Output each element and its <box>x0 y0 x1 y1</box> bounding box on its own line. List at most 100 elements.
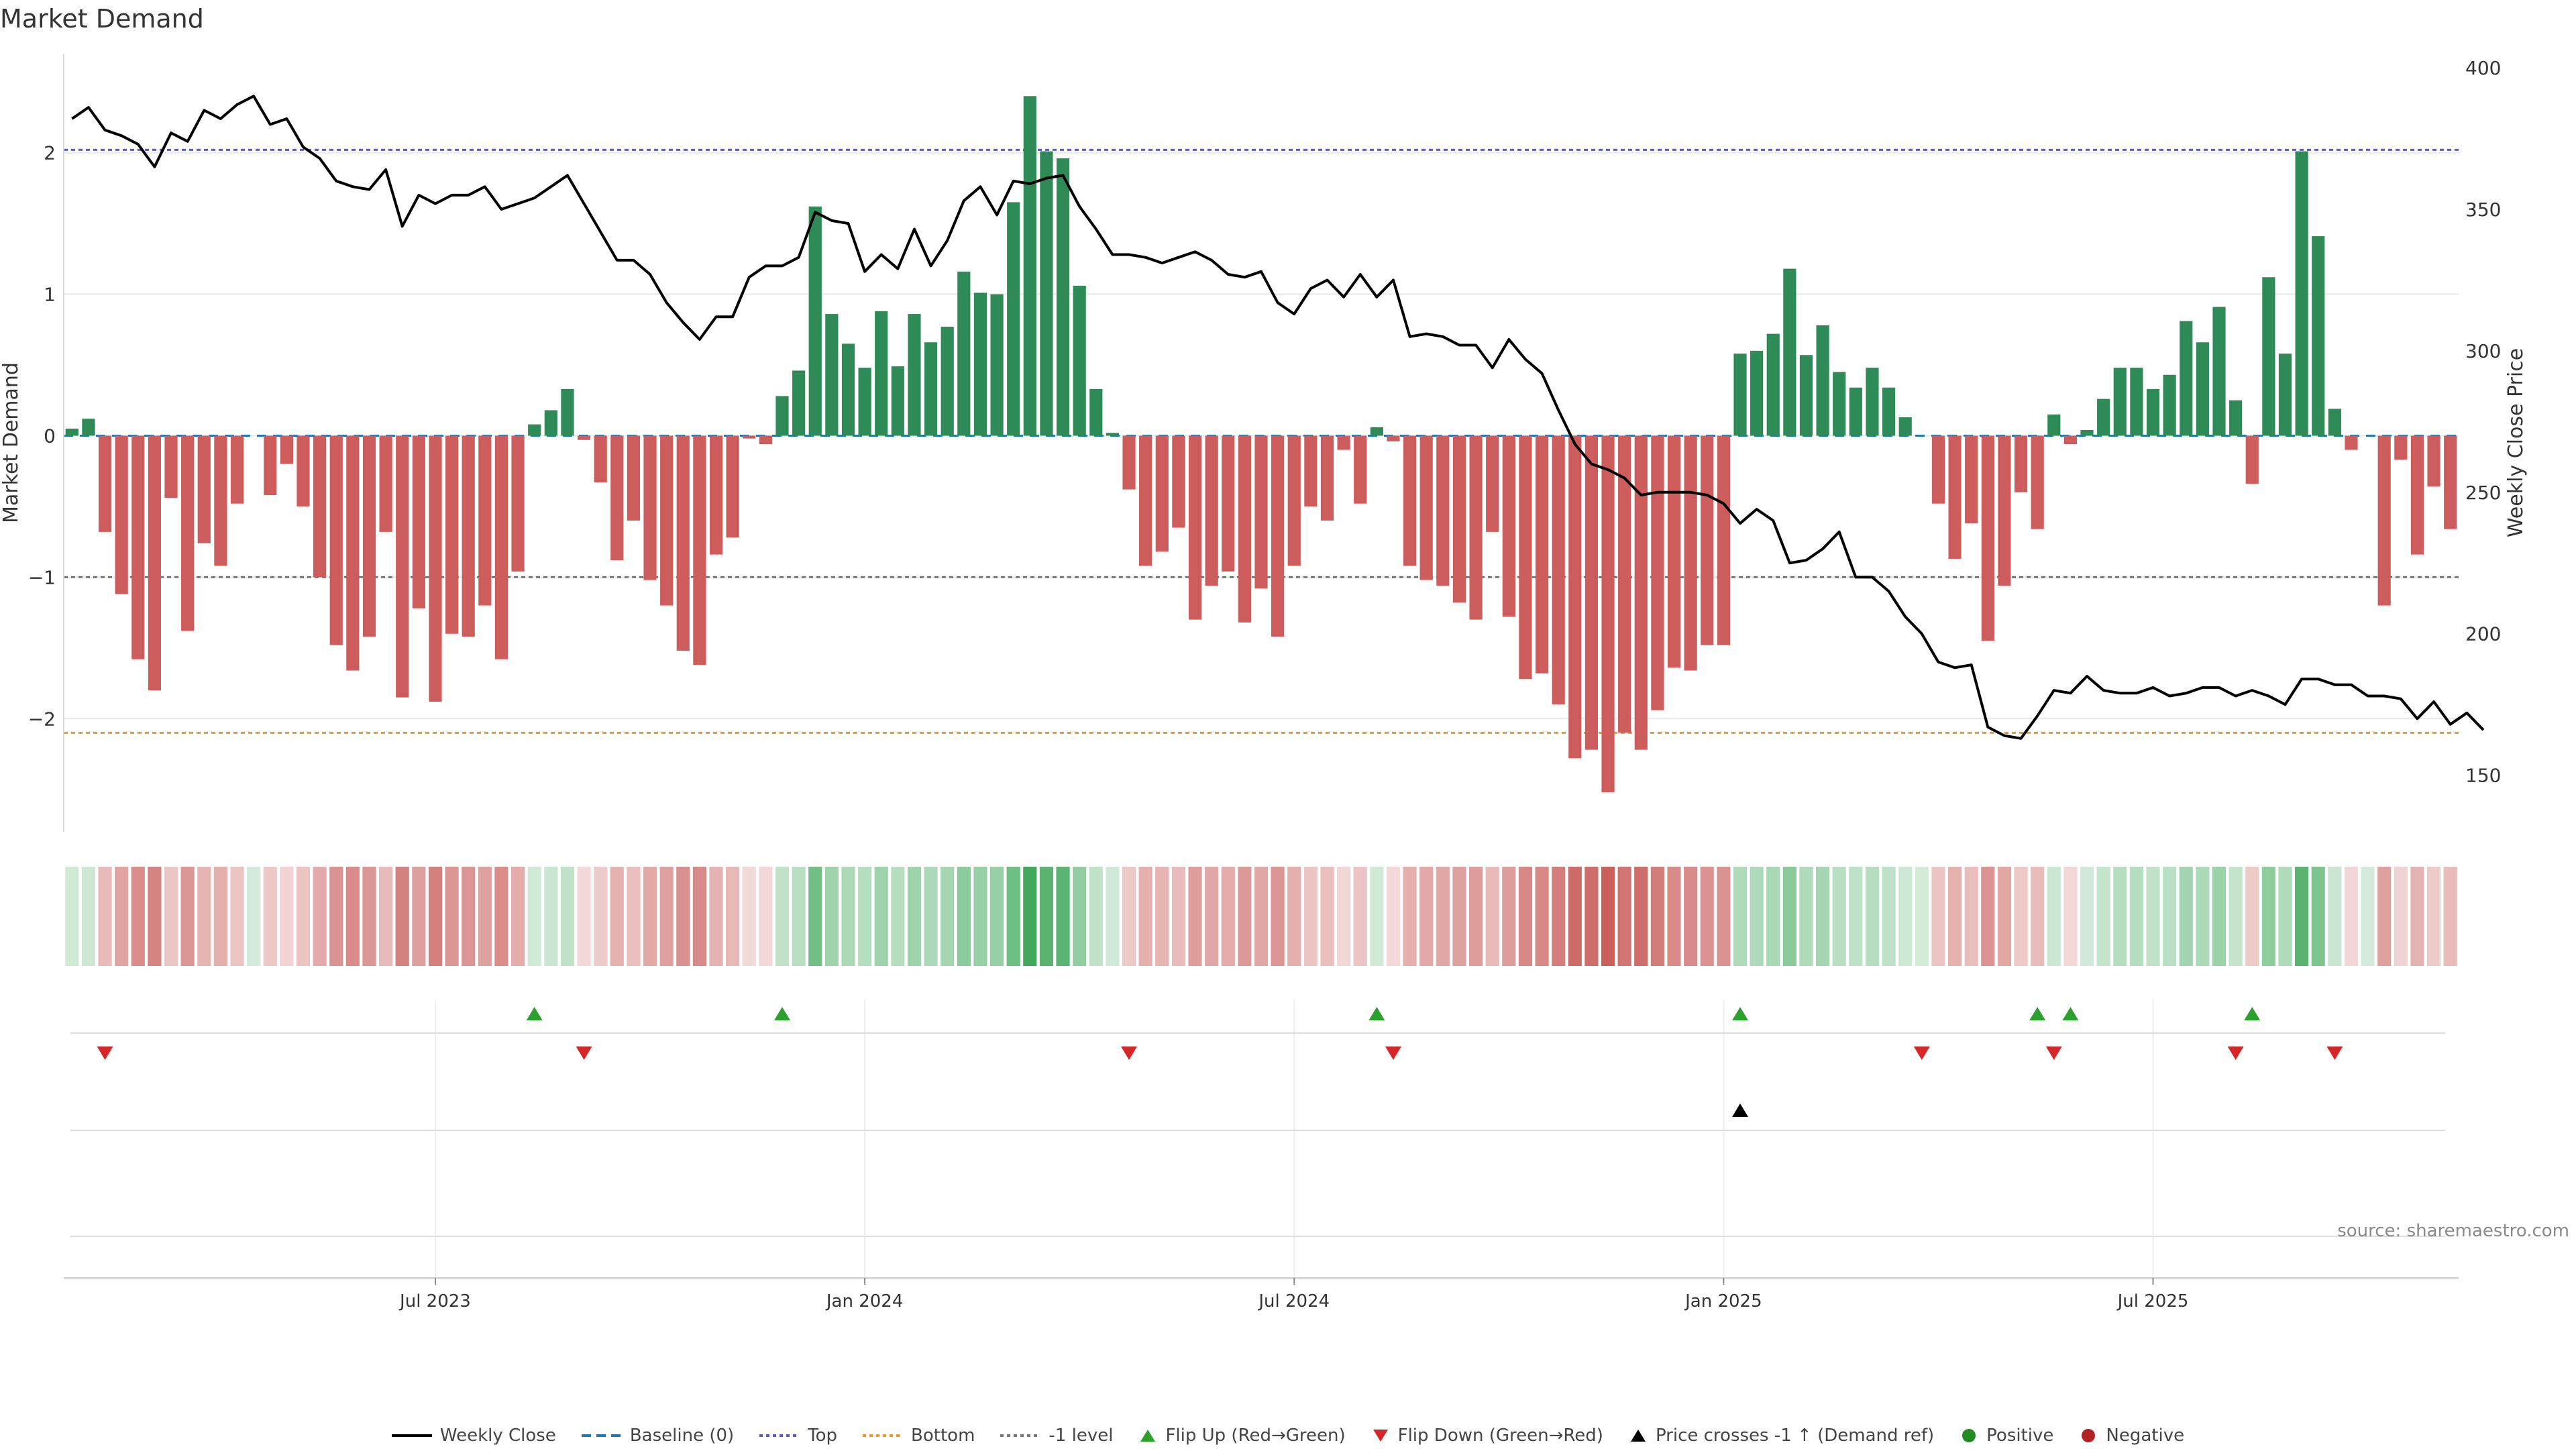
demand-bar <box>1254 435 1268 589</box>
legend-item: Negative <box>2079 1426 2184 1446</box>
demand-strip-cell <box>709 867 723 966</box>
x-tick-label: Jul 2024 <box>1257 1291 1330 1311</box>
demand-strip-cell <box>1766 867 1780 966</box>
legend-item: Weekly Close <box>391 1426 556 1446</box>
demand-bar <box>1998 435 2011 586</box>
demand-bar <box>181 435 195 631</box>
demand-bar <box>494 435 508 659</box>
demand-strip-cell <box>362 867 376 966</box>
demand-strip-cell <box>313 867 327 966</box>
demand-bar <box>2047 414 2061 436</box>
demand-strip-cell <box>841 867 855 966</box>
demand-strip-cell <box>2261 867 2275 966</box>
demand-bar <box>908 314 921 436</box>
demand-bar <box>825 314 839 436</box>
demand-bar <box>610 435 624 561</box>
demand-strip-cell <box>1634 867 1648 966</box>
demand-strip-cell <box>577 867 591 966</box>
y-left-tick-label: 1 <box>44 284 56 306</box>
demand-strip-cell <box>263 867 277 966</box>
demand-bar <box>2410 435 2424 555</box>
demand-bar <box>1222 435 1235 572</box>
demand-strip-cell <box>1320 867 1334 966</box>
demand-bar <box>1419 435 1433 580</box>
y-right-tick-label: 150 <box>2465 765 2501 787</box>
y-left-tick-label: −1 <box>28 566 56 588</box>
demand-strip-cell <box>2361 867 2375 966</box>
legend-swatch <box>759 1434 800 1437</box>
demand-strip-cell <box>2096 867 2110 966</box>
demand-bar <box>65 428 78 436</box>
demand-bar <box>544 410 557 436</box>
demand-strip-cell <box>2394 867 2408 966</box>
demand-bar <box>1898 417 1912 436</box>
demand-bar <box>379 435 392 532</box>
demand-strip-cell <box>2295 867 2309 966</box>
demand-strip-cell <box>81 867 96 966</box>
demand-strip-cell <box>1073 867 1087 966</box>
demand-bar <box>775 396 789 436</box>
demand-bar <box>1040 151 1053 436</box>
flip-down-marker <box>1913 1046 1930 1060</box>
demand-strip-cell <box>1733 867 1748 966</box>
demand-strip-cell <box>2031 867 2045 966</box>
demand-strip-cell <box>627 867 641 966</box>
demand-bar <box>1007 202 1020 436</box>
demand-bar <box>230 435 244 504</box>
flip-down-marker <box>2227 1046 2244 1060</box>
legend-swatch <box>2082 1429 2096 1442</box>
demand-strip-cell <box>1997 867 2012 966</box>
legend-item: Flip Down (Green→Red) <box>1371 1426 1603 1446</box>
demand-strip-cell <box>726 867 740 966</box>
demand-bar <box>1866 368 1879 436</box>
demand-strip-cell <box>180 867 195 966</box>
demand-bar <box>214 435 227 566</box>
demand-bar <box>1387 435 1400 441</box>
demand-bar <box>1271 435 1285 637</box>
demand-strip-cell <box>858 867 872 966</box>
demand-strip-cell <box>115 867 129 966</box>
demand-bar <box>1023 96 1036 436</box>
flip-down-marker <box>97 1046 113 1060</box>
demand-strip-cell <box>2410 867 2424 966</box>
demand-bar <box>627 435 641 521</box>
demand-bar <box>2014 435 2028 492</box>
demand-strip-cell <box>1816 867 1830 966</box>
demand-bar <box>1287 435 1301 566</box>
demand-strip-cell <box>247 867 261 966</box>
demand-strip-cell <box>2245 867 2259 966</box>
demand-bar <box>313 435 327 578</box>
demand-strip-cell <box>1303 867 1318 966</box>
demand-strip-cell <box>1898 867 1913 966</box>
demand-bar <box>329 435 343 645</box>
demand-strip-cell <box>1585 867 1599 966</box>
demand-bar <box>1139 435 1152 566</box>
demand-bar <box>2180 321 2193 436</box>
demand-bar <box>1618 435 1631 733</box>
demand-bar <box>577 435 591 440</box>
flip-up-marker <box>2244 1007 2261 1020</box>
demand-strip-cell <box>1023 867 1037 966</box>
demand-bar <box>1238 435 1251 623</box>
demand-strip-cell <box>511 867 525 966</box>
demand-strip-cell <box>1452 867 1466 966</box>
demand-strip-cell <box>1865 867 1880 966</box>
demand-bar <box>1733 354 1747 436</box>
demand-strip-cell <box>2196 867 2210 966</box>
flip-up-marker <box>774 1007 790 1020</box>
demand-bar <box>1106 433 1120 436</box>
demand-strip-cell <box>1617 867 1631 966</box>
demand-strip-cell <box>379 867 393 966</box>
y-right-axis-label: Weekly Close Price <box>2504 348 2528 537</box>
x-tick-label: Jul 2025 <box>2116 1291 2189 1311</box>
demand-strip-cell <box>1370 867 1384 966</box>
demand-bar <box>1502 435 1515 617</box>
demand-bar <box>2427 435 2440 487</box>
demand-strip-cell <box>2344 867 2359 966</box>
demand-bar <box>297 435 310 506</box>
demand-strip-cell <box>989 867 1004 966</box>
y-left-axis-label: Market Demand <box>0 362 23 523</box>
legend-item: Flip Up (Red→Green) <box>1138 1426 1346 1446</box>
legend-swatch <box>391 1434 432 1437</box>
